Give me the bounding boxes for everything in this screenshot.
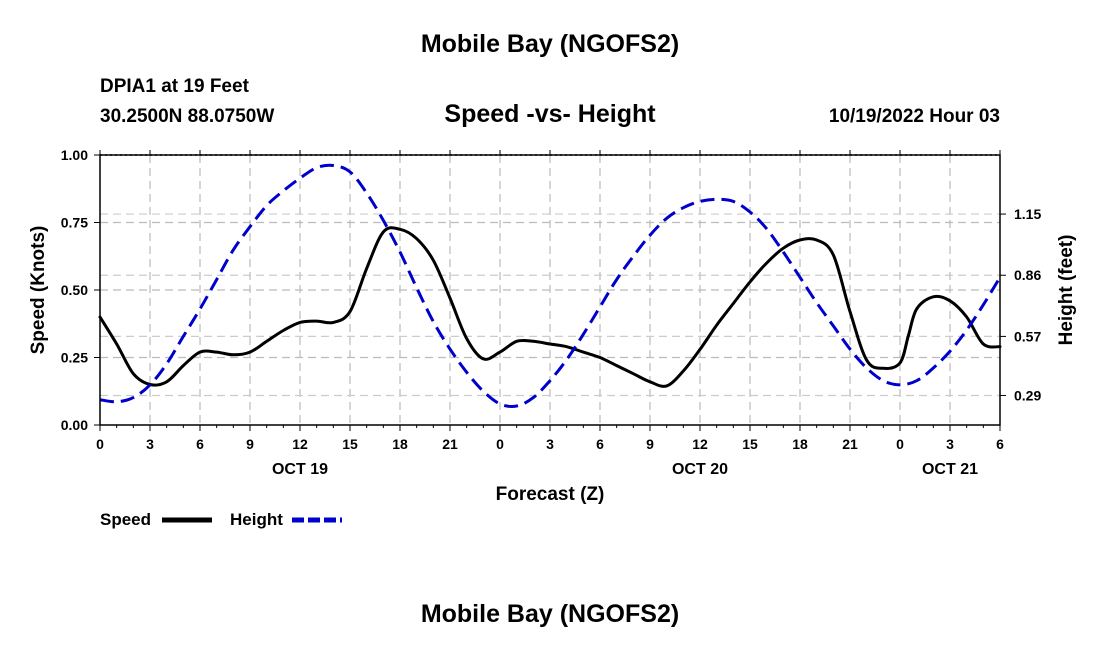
axis-labels: Forecast (Z) Speed (Knots) Height (feet) [28,226,1077,505]
forecast-datetime: 10/19/2022 Hour 03 [828,106,1000,127]
x-tick-label: 18 [392,436,408,452]
y2-axis-label: Height (feet) [1056,235,1077,346]
x-tick-label: 9 [246,436,254,452]
grid-lines [100,154,1000,425]
chart-subtitle: Speed -vs- Height [444,100,656,128]
x-tick-label: 18 [792,436,808,452]
x-tick-label: 3 [546,436,554,452]
x-tick-label: 12 [692,436,708,452]
axis-ticks: 0 3 6 9 12 15 18 21 0 3 6 9 12 15 18 21 0 3 6 OCT 19 OCT 20 O… [61,147,1042,478]
date-label: OCT 20 [672,461,728,478]
legend: Speed Height [100,510,342,529]
y-tick-label: 1.00 [61,147,88,163]
series-speed-line [98,226,1002,388]
x-axis-label: Forecast (Z) [496,484,605,505]
main-title: Mobile Bay (NGOFS2) [420,30,680,58]
date-label: OCT 19 [272,461,328,478]
legend-height-label: Height [230,510,283,529]
y-tick-label: 0.25 [61,350,88,366]
x-tick-label: 15 [342,436,358,452]
y2-tick-label: 1.15 [1014,206,1041,222]
x-tick-label: 12 [292,436,308,452]
x-tick-label: 0 [896,436,904,452]
x-tick-label: 6 [596,436,604,452]
y2-tick-label: 0.57 [1014,328,1041,344]
x-tick-label: 0 [496,436,504,452]
y-tick-label: 0.50 [61,282,88,298]
coordinates-label: 30.2500N 88.0750W [100,106,275,127]
x-tick-label: 9 [646,436,654,452]
x-tick-label: 3 [946,436,954,452]
x-tick-label: 6 [996,436,1004,452]
x-tick-label: 21 [442,436,458,452]
x-tick-label: 6 [196,436,204,452]
y-axis-label: Speed (Knots) [28,226,49,355]
y-tick-label: 0.00 [61,417,88,433]
y2-tick-label: 0.29 [1014,387,1041,403]
y-tick-label: 0.75 [61,215,88,231]
series-group [98,163,1002,408]
x-tick-label: 3 [146,436,154,452]
station-label: DPIA1 at 19 Feet [100,76,249,97]
y2-tick-label: 0.86 [1014,267,1041,283]
x-tick-label: 21 [842,436,858,452]
x-tick-label: 15 [742,436,758,452]
bottom-title: Mobile Bay (NGOFS2) [420,600,680,628]
legend-speed-label: Speed [100,510,151,529]
date-label: OCT 21 [922,461,978,478]
series-height-line [99,163,1002,408]
x-tick-label: 0 [96,436,104,452]
